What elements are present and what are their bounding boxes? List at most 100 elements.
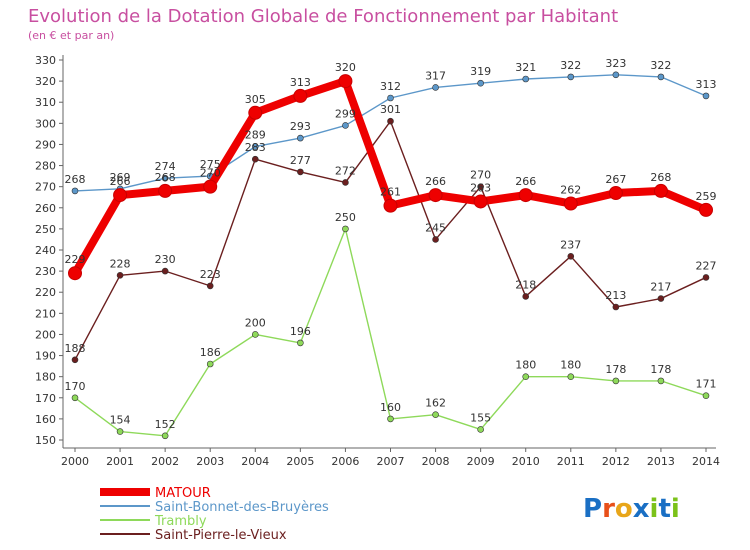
data-point (387, 94, 394, 102)
data-label: 259 (696, 190, 717, 203)
x-tick-label: 2003 (196, 455, 224, 468)
data-label: 229 (65, 253, 86, 266)
y-tick-label: 170 (35, 392, 56, 405)
data-point (432, 84, 439, 91)
data-point (338, 74, 353, 89)
data-label: 268 (650, 171, 671, 184)
data-label: 268 (155, 171, 176, 184)
data-label: 160 (380, 401, 401, 414)
x-tick-label: 2001 (106, 455, 134, 468)
y-tick-label: 280 (35, 160, 56, 173)
x-tick-label: 2007 (377, 455, 405, 468)
data-label: 178 (605, 363, 626, 376)
y-tick-label: 240 (35, 244, 56, 257)
data-point (161, 174, 169, 182)
data-label: 250 (335, 211, 356, 224)
data-point (248, 105, 263, 120)
data-label: 321 (515, 61, 536, 74)
y-tick-label: 260 (35, 202, 56, 215)
data-label: 277 (290, 154, 311, 167)
data-label: 322 (650, 59, 671, 72)
data-point (342, 122, 349, 129)
data-label: 266 (110, 175, 131, 188)
data-point (428, 188, 443, 203)
data-point (71, 356, 79, 364)
data-point (477, 426, 484, 433)
data-label: 283 (245, 141, 266, 154)
series-layer (68, 71, 713, 440)
data-label: 266 (515, 175, 536, 188)
data-point (563, 196, 578, 211)
data-point (612, 71, 620, 79)
data-point (699, 202, 713, 217)
data-label: 227 (696, 259, 717, 272)
legend-label: Trambly (154, 514, 207, 529)
data-label: 188 (65, 342, 86, 355)
data-point (653, 183, 668, 198)
data-label: 299 (335, 107, 356, 120)
data-point (387, 415, 394, 423)
x-tick-label: 2010 (512, 455, 540, 468)
y-tick-label: 320 (35, 75, 56, 88)
data-label: 268 (65, 173, 86, 186)
x-tick-label: 2009 (467, 455, 495, 468)
data-point (702, 392, 710, 399)
x-tick-label: 2002 (151, 455, 179, 468)
data-labels-layer: 268 269 274 275 289 293 299 312 317 319 321 322 323 3… (65, 57, 717, 431)
data-label: 155 (470, 411, 491, 424)
data-label: 154 (110, 414, 131, 427)
data-label: 266 (425, 175, 446, 188)
data-label: 269 (110, 171, 131, 184)
y-tick-label: 330 (35, 54, 56, 67)
data-point (116, 272, 124, 279)
data-point (702, 274, 710, 281)
data-point (473, 194, 488, 209)
data-label: 152 (155, 418, 176, 431)
data-label: 267 (605, 173, 626, 186)
data-label: 323 (605, 57, 626, 70)
y-tick-label: 270 (35, 181, 56, 194)
legend: MATOURSaint-Bonnet-des-BruyèresTramblySa… (100, 486, 329, 543)
x-tick-label: 2000 (61, 455, 89, 468)
x-tick-label: 2012 (602, 455, 630, 468)
data-label: 180 (515, 359, 536, 372)
data-label: 162 (425, 397, 446, 410)
data-label: 200 (245, 316, 266, 329)
data-label: 317 (425, 69, 446, 82)
logo-letter: i (650, 494, 659, 524)
data-point (387, 117, 394, 125)
data-label: 313 (696, 78, 717, 91)
y-tick-label: 310 (35, 96, 56, 109)
data-point (251, 143, 259, 150)
data-label: 319 (470, 65, 491, 78)
data-point (608, 186, 623, 200)
x-tick-label: 2014 (692, 455, 720, 468)
data-point (297, 168, 304, 176)
data-label: 245 (425, 221, 446, 234)
data-point (251, 331, 259, 338)
x-tick-label: 2004 (241, 455, 269, 468)
data-label: 230 (155, 253, 176, 266)
y-tick-label: 150 (35, 434, 56, 447)
data-point (567, 373, 575, 380)
data-point (161, 267, 169, 275)
logo-letter: x (633, 494, 650, 524)
data-label: 322 (560, 59, 581, 72)
logo-letter: r (602, 494, 615, 524)
data-label: 171 (696, 378, 717, 391)
data-point (297, 134, 304, 142)
data-point (161, 432, 169, 440)
data-label: 275 (200, 158, 221, 171)
data-label: 170 (65, 380, 86, 393)
data-label: 289 (245, 129, 266, 142)
data-label: 178 (650, 363, 671, 376)
y-tick-label: 220 (35, 286, 56, 299)
data-label: 217 (650, 281, 671, 294)
data-label: 261 (380, 186, 401, 199)
data-label: 218 (515, 278, 536, 291)
data-point (203, 179, 218, 194)
y-tick-label: 160 (35, 413, 56, 426)
data-label: 180 (560, 359, 581, 372)
data-label: 263 (470, 181, 491, 194)
data-label: 237 (560, 238, 581, 251)
